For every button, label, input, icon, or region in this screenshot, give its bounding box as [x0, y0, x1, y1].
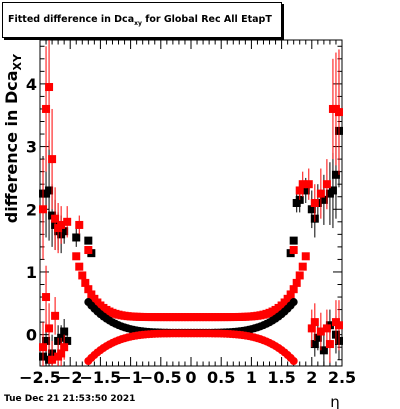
red-square-marker: [57, 349, 66, 358]
red-square-marker: [295, 186, 304, 195]
y-axis-label: difference in DcaXY: [2, 53, 24, 223]
red-square-marker: [78, 271, 87, 280]
black-square-marker: [45, 186, 54, 195]
black-square-marker: [310, 340, 319, 349]
black-square-marker: [328, 186, 337, 195]
red-square-marker: [298, 180, 307, 189]
red-square-marker: [325, 340, 334, 349]
black-square-marker: [42, 336, 51, 345]
red-square-marker: [42, 293, 51, 302]
red-square-marker: [75, 220, 84, 229]
y-tick-label: 0: [26, 326, 37, 345]
black-square-marker: [60, 327, 69, 336]
black-square-marker: [301, 186, 310, 195]
red-square-marker: [298, 262, 307, 271]
y-axis-label-subscript: XY: [11, 53, 24, 70]
red-square-marker: [45, 324, 54, 333]
red-square-marker: [75, 262, 84, 271]
red-square-marker: [60, 343, 69, 352]
x-tick-label: −2: [58, 368, 83, 387]
black-square-marker: [319, 195, 328, 204]
black-square-marker: [289, 236, 298, 245]
x-tick-label: 2: [306, 368, 317, 387]
x-tick-label: 1.5: [267, 368, 295, 387]
x-tick-label: −2.5: [19, 368, 61, 387]
red-square-marker: [51, 311, 60, 320]
x-tick-label: −0.5: [140, 368, 182, 387]
title-subscript: xy: [134, 19, 142, 27]
chart-title: Fitted difference in Dcaxy for Global Re…: [8, 14, 272, 27]
red-square-marker: [334, 108, 343, 117]
x-tick-label: 1: [246, 368, 257, 387]
x-axis-label: η: [330, 393, 340, 409]
x-tick-label: 0: [185, 368, 196, 387]
red-square-marker: [42, 104, 51, 113]
x-tick-label: −1.5: [80, 368, 122, 387]
black-square-marker: [319, 346, 328, 355]
red-square-marker: [310, 318, 319, 327]
red-square-marker: [286, 290, 295, 299]
red-square-marker: [283, 294, 292, 303]
red-square-marker: [316, 189, 325, 198]
black-circle-marker: [289, 298, 298, 307]
red-square-marker: [39, 205, 48, 214]
red-square-marker: [51, 214, 60, 223]
red-square-marker: [48, 155, 57, 164]
red-square-marker: [292, 278, 301, 287]
red-square-marker: [39, 343, 48, 352]
y-tick-label: 1: [26, 263, 37, 282]
chart-title-box: Fitted difference in Dcaxy for Global Re…: [2, 2, 282, 38]
x-tick-label: 2.5: [328, 368, 356, 387]
y-tick-label: 2: [26, 200, 37, 219]
red-square-marker: [87, 290, 96, 299]
title-suffix: for Global Rec All EtapT: [141, 14, 272, 25]
black-square-marker: [60, 227, 69, 236]
y-tick-label: 3: [26, 138, 37, 157]
black-square-marker: [307, 205, 316, 214]
red-square-marker: [304, 180, 313, 189]
timestamp-label: Tue Dec 21 21:53:50 2021: [4, 394, 136, 404]
black-square-marker: [331, 170, 340, 179]
red-square-marker: [316, 327, 325, 336]
red-square-marker: [57, 220, 66, 229]
red-square-marker: [63, 217, 72, 226]
x-tick-label: 0.5: [207, 368, 235, 387]
red-square-marker: [289, 246, 298, 255]
red-square-marker: [322, 324, 331, 333]
y-tick-label: 4: [26, 75, 37, 94]
red-square-marker: [84, 246, 93, 255]
red-square-marker: [301, 252, 310, 261]
red-square-marker: [322, 180, 331, 189]
black-square-marker: [63, 336, 72, 345]
red-circle-marker: [289, 356, 298, 365]
red-square-marker: [84, 285, 93, 294]
red-square-marker: [72, 252, 81, 261]
red-square-marker: [334, 321, 343, 330]
x-tick-label: −1: [118, 368, 143, 387]
black-square-marker: [84, 236, 93, 245]
black-square-marker: [313, 333, 322, 342]
title-prefix: Fitted difference in Dca: [8, 14, 135, 25]
red-square-marker: [289, 285, 298, 294]
red-square-marker: [81, 278, 90, 287]
red-square-marker: [48, 355, 57, 364]
y-axis-label-main: difference in Dca: [2, 70, 21, 223]
red-square-marker: [310, 199, 319, 207]
red-square-marker: [45, 83, 54, 92]
red-square-marker: [307, 324, 316, 333]
black-square-marker: [72, 233, 81, 242]
red-square-marker: [295, 271, 304, 280]
